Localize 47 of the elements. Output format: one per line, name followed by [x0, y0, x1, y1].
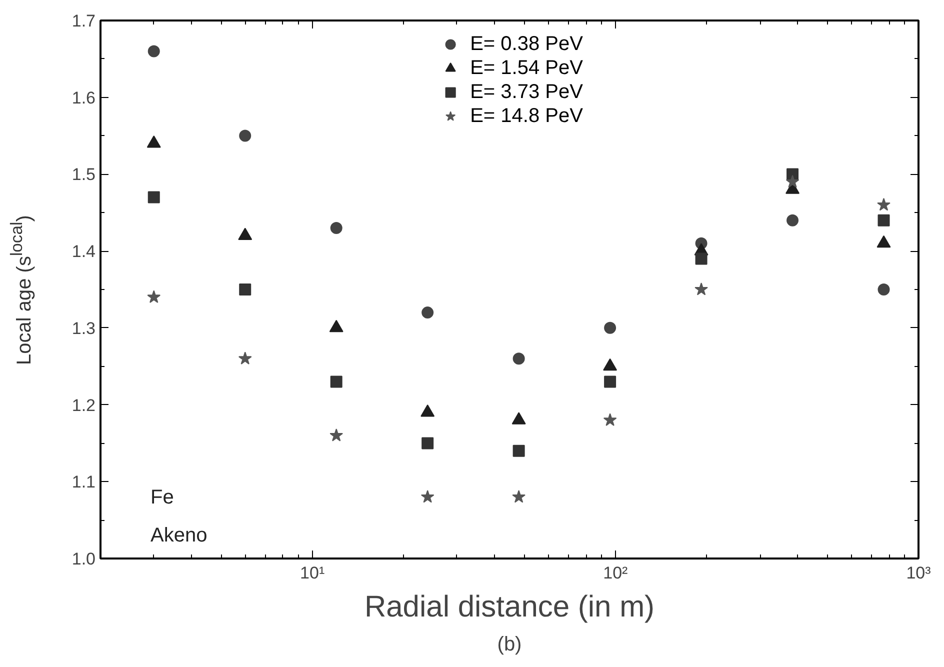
legend-label: E= 3.73 PeV	[470, 80, 583, 104]
point	[238, 352, 252, 364]
x-tick-label: 10¹	[300, 564, 325, 582]
point	[420, 404, 435, 417]
point	[604, 376, 616, 388]
y-tick-label: 1.0	[72, 550, 96, 568]
point	[422, 437, 434, 450]
point	[878, 284, 890, 296]
legend-label: E= 0.38 PeV	[470, 32, 583, 56]
point	[422, 306, 434, 319]
y-tick-label: 1.3	[72, 318, 96, 338]
point	[148, 45, 160, 58]
point	[420, 490, 434, 503]
point	[512, 412, 526, 424]
point	[239, 284, 252, 296]
legend-label: E= 1.54 PeV	[470, 56, 583, 80]
y-tick-label: 1.2	[72, 396, 96, 415]
point	[330, 222, 342, 234]
text: (b)	[497, 634, 522, 656]
point	[512, 490, 526, 503]
point	[147, 290, 161, 303]
point	[148, 191, 160, 204]
point	[878, 214, 890, 226]
point	[786, 174, 800, 188]
point	[330, 376, 342, 388]
point	[786, 214, 799, 226]
point	[603, 413, 617, 426]
y-tick-label: 1.6	[72, 88, 96, 108]
y-tick-label: 1.4	[72, 242, 96, 262]
y-tick-label: 1.5	[72, 165, 96, 184]
y-tick-label: 1.1	[72, 472, 96, 492]
point	[877, 198, 890, 211]
annotation: Fe	[150, 486, 174, 508]
x-tick-label: 10³	[906, 564, 932, 582]
point	[604, 322, 616, 334]
point	[695, 252, 708, 265]
y-tick-label: 1.7	[72, 12, 96, 30]
point	[330, 428, 344, 442]
point	[694, 282, 708, 296]
point	[512, 444, 525, 457]
legend-label: E= 14.8 PeV	[470, 104, 583, 128]
annotation: Akeno	[150, 524, 208, 546]
x-tick-label: 10²	[603, 564, 628, 582]
point	[239, 130, 252, 142]
point	[603, 358, 618, 371]
point	[512, 352, 525, 365]
x-axis-title: Radial distance (in m)	[364, 590, 655, 624]
